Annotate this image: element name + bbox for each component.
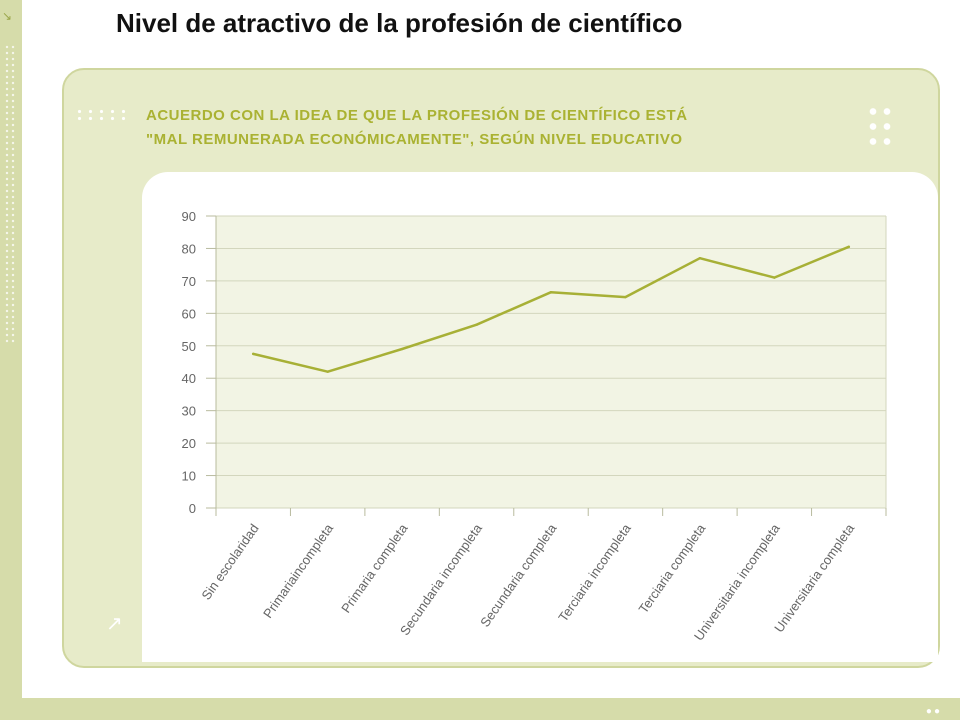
left-band-dot-pattern [4,44,16,344]
y-tick-label: 10 [182,469,196,484]
data-point [773,276,776,279]
x-tick-label: Sin escolaridad [198,521,261,602]
data-point [698,256,702,260]
data-point [400,347,404,351]
x-tick-label: Terciaria completa [636,520,709,616]
y-tick-label: 20 [182,436,196,451]
y-tick-label: 90 [182,209,196,224]
y-tick-label: 60 [182,306,196,321]
y-tick-label: 50 [182,339,196,354]
chart-heading: ACUERDO CON LA IDEA DE QUE LA PROFESIÓN … [146,104,688,152]
y-tick-label: 40 [182,371,196,386]
data-point [475,323,478,326]
panel-dot-pattern-left [74,108,128,122]
data-point [549,291,553,294]
y-tick-label: 0 [189,501,196,516]
plot-area [216,216,886,508]
corner-arrow-icon: ↘ [2,9,13,23]
bottom-decorative-band [0,698,960,720]
x-tick-label: Primariaincompleta [260,520,337,620]
data-point [326,370,329,373]
x-tick-label: Secundaria completa [477,520,560,629]
panel-dot-pattern-right [866,104,896,148]
chart-heading-line-2: "MAL REMUNERADA ECONÓMICAMENTE", SEGÚN N… [146,131,683,148]
data-point [847,245,850,249]
y-tick-label: 80 [182,241,196,256]
decorative-arrow-icon: ↗ [106,613,123,635]
y-tick-label: 30 [182,404,196,419]
x-tick-label: Terciaria incompleta [555,520,634,624]
x-tick-label: Secundaria incompleta [397,520,486,638]
y-tick-label: 70 [182,274,196,289]
data-point [252,352,255,356]
x-tick-label: Primaria completa [338,520,411,615]
bottom-dots-decoration: ●● [925,706,942,717]
data-point [624,295,627,299]
x-tick-label: Universitaria completa [771,520,857,635]
x-tick-label: Universitaria incompleta [691,520,783,643]
slide-title: Nivel de atractivo de la profesión de ci… [116,8,683,38]
chart-heading-line-1: ACUERDO CON LA IDEA DE QUE LA PROFESIÓN … [146,107,688,124]
